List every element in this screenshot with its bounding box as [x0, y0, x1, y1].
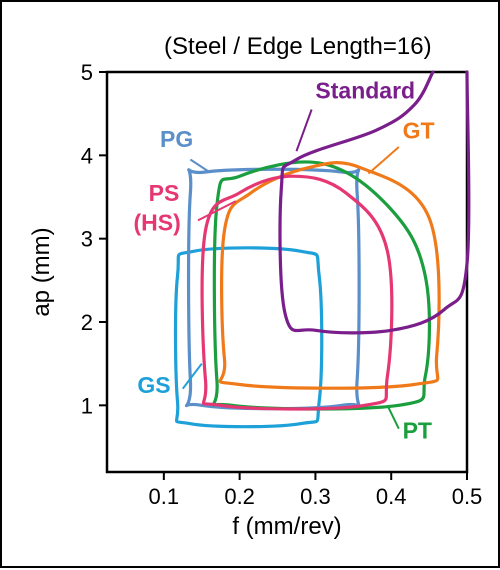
y-axis-label: ap (mm) — [28, 227, 55, 316]
chart-svg: 0.1 0.2 0.3 0.4 0.5 1 2 3 4 5 f (mm/rev) ap (mm)… — [2, 2, 500, 570]
y-tick-label: 1 — [81, 393, 93, 418]
y-tick-label: 3 — [81, 227, 93, 252]
x-tick-label: 0.1 — [149, 484, 180, 509]
x-tick-label: 0.3 — [300, 484, 331, 509]
label-PS_HS: PS — [149, 180, 180, 206]
y-tick-label: 2 — [81, 310, 93, 335]
leader-Standard — [296, 110, 311, 152]
chart-title: (Steel / Edge Length=16) — [164, 33, 432, 60]
y-tick-label: 5 — [81, 60, 93, 85]
x-tick-label: 0.4 — [376, 484, 407, 509]
series-PG — [186, 169, 359, 408]
y-tick-label: 4 — [81, 143, 93, 168]
label-Standard: Standard — [315, 78, 415, 104]
y-ticks: 1 2 3 4 5 — [81, 60, 107, 418]
leader-PT — [387, 405, 398, 428]
x-ticks: 0.1 0.2 0.3 0.4 0.5 — [149, 472, 483, 509]
x-axis-label: f (mm/rev) — [232, 513, 341, 540]
x-tick-label: 0.5 — [452, 484, 483, 509]
label-PG: PG — [160, 126, 193, 152]
chart-frame: 0.1 0.2 0.3 0.4 0.5 1 2 3 4 5 f (mm/rev) ap (mm)… — [0, 0, 500, 568]
x-tick-label: 0.2 — [224, 484, 255, 509]
leader-PG — [190, 160, 209, 173]
series-GT — [220, 163, 439, 389]
label-PT: PT — [403, 418, 432, 444]
label-GS: GS — [137, 372, 170, 398]
label-GT: GT — [403, 118, 435, 144]
leader-GS — [183, 364, 202, 389]
series-GS — [176, 248, 322, 427]
label2-PS_HS: (HS) — [134, 209, 181, 235]
leader-GT — [368, 147, 398, 174]
